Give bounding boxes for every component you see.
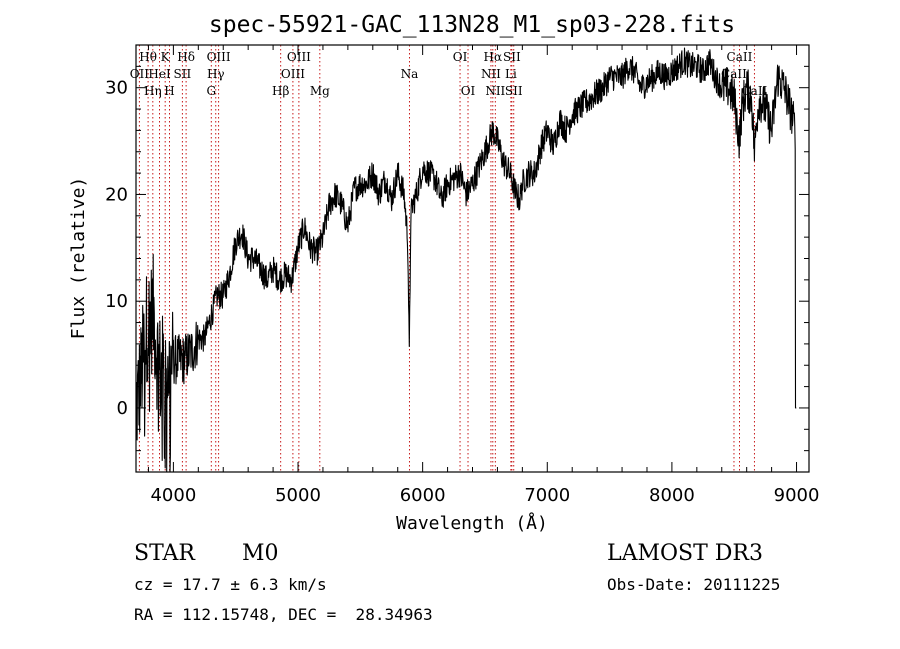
emission-line-label: OI <box>453 50 468 64</box>
emission-line-label: G <box>206 84 216 98</box>
x-tick-label: 8000 <box>649 485 695 506</box>
x-tick-label: 6000 <box>400 485 446 506</box>
emission-line-label: CaII <box>727 50 753 64</box>
emission-line-label: SII <box>174 67 192 81</box>
y-tick-label: 20 <box>105 184 128 205</box>
x-tick-label: 7000 <box>524 485 570 506</box>
emission-line-label: OIII <box>207 50 231 64</box>
emission-line-label: Hγ <box>207 67 225 81</box>
x-axis-label: Wavelength (Å) <box>396 512 548 534</box>
obs-date: Obs-Date: 20111225 <box>607 575 780 594</box>
x-axis-ticks: 4000 5000 6000 7000 8000 9000 <box>147 45 820 506</box>
redshift-text: cz = 17.7 ± 6.3 km/s <box>134 575 327 594</box>
emission-line-label: Mg <box>310 84 330 98</box>
survey-name: LAMOST DR3 <box>607 541 763 566</box>
emission-line-label: Hα <box>484 50 503 64</box>
x-tick-label: 5000 <box>275 485 321 506</box>
x-tick-label: 4000 <box>150 485 196 506</box>
object-class: STAR <box>134 541 196 566</box>
emission-line-label: SII <box>505 84 523 98</box>
emission-line-label: K <box>161 50 171 64</box>
emission-line-label: H <box>164 84 174 98</box>
y-tick-label: 30 <box>105 78 128 99</box>
emission-line-label: OIII <box>287 50 311 64</box>
emission-line-label: OIII <box>281 67 305 81</box>
emission-line-label: NII <box>485 84 505 98</box>
spectrum-line <box>135 47 797 473</box>
y-tick-label: 0 <box>117 398 128 419</box>
emission-line-label: SII <box>503 50 521 64</box>
spectral-subclass: M0 <box>242 541 279 566</box>
emission-line-label: Hβ <box>272 84 289 98</box>
emission-line-label: OII <box>130 67 150 81</box>
y-axis-ticks: 0 10 20 30 <box>105 44 809 452</box>
y-axis-label: Flux (relative) <box>68 177 89 340</box>
emission-line-label: Na <box>401 67 419 81</box>
emission-line-markers <box>138 45 755 472</box>
coordinates-text: RA = 112.15748, DEC = 28.34963 <box>134 605 433 624</box>
chart-title: spec-55921-GAC_113N28_M1_sp03-228.fits <box>209 12 735 38</box>
emission-line-label: Li <box>505 67 517 81</box>
emission-line-label: OI <box>461 84 476 98</box>
x-tick-label: 9000 <box>774 485 820 506</box>
emission-line-label: Hη <box>144 84 162 98</box>
emission-line-label: Hδ <box>177 50 195 64</box>
emission-line-label: Hθ <box>139 50 157 64</box>
y-tick-label: 10 <box>105 291 128 312</box>
emission-line-label: HeI <box>148 67 171 81</box>
emission-line-label: NII <box>481 67 501 81</box>
